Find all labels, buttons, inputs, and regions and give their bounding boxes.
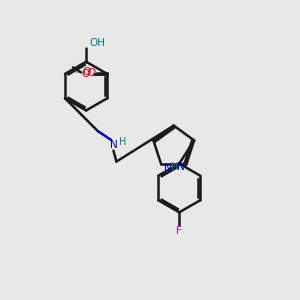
Text: O: O [82, 69, 90, 79]
Text: F: F [176, 226, 182, 236]
Text: N: N [164, 163, 172, 173]
Text: O: O [88, 68, 96, 78]
Text: O: O [82, 68, 91, 77]
Text: OH: OH [90, 38, 106, 48]
Text: N: N [177, 162, 185, 172]
Text: methoxy: methoxy [76, 72, 82, 73]
Text: H: H [119, 137, 126, 147]
Text: H: H [172, 162, 179, 172]
Text: N: N [110, 140, 117, 150]
